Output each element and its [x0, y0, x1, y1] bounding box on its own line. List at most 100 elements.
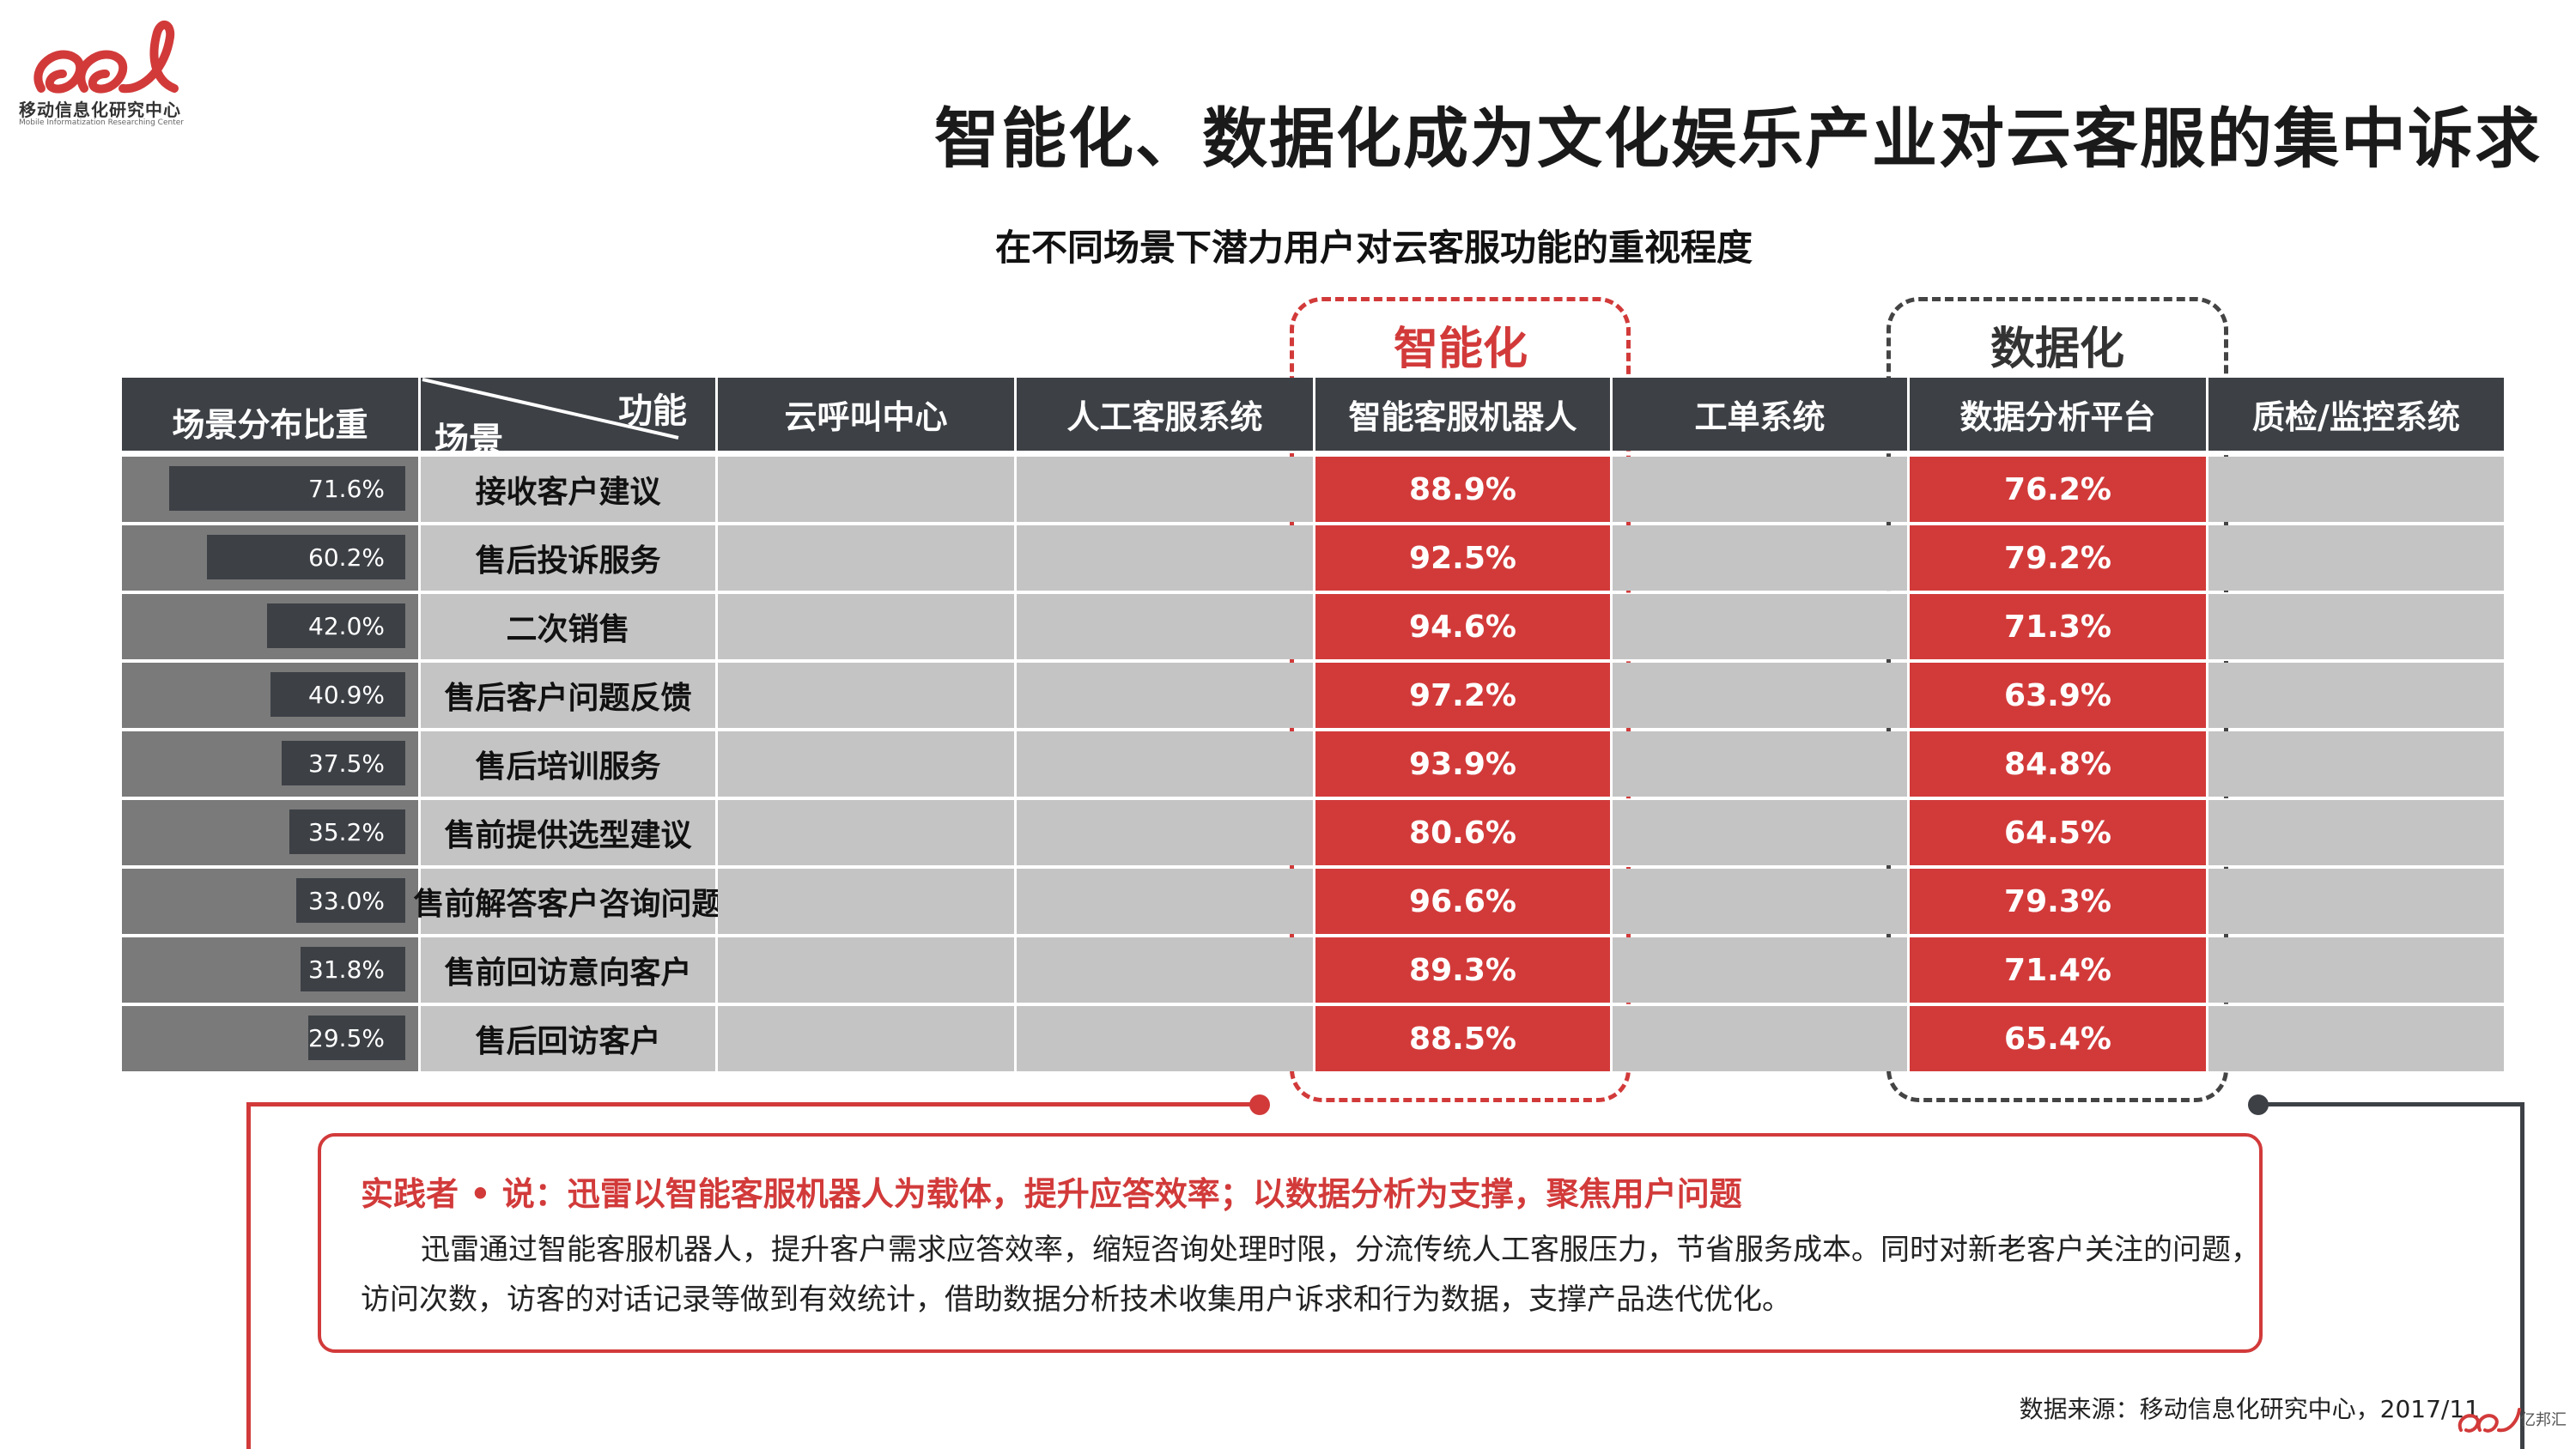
- weight-label: 33.0%: [308, 886, 385, 915]
- analytics-value: 79.2%: [1910, 525, 2206, 591]
- scene-cell: 售后投诉服务: [421, 525, 715, 591]
- weight-label: 60.2%: [308, 543, 385, 572]
- weight-bar: 33.0%: [296, 878, 405, 923]
- empty-cell: [1613, 937, 1907, 1003]
- empty-cell: [718, 457, 1014, 522]
- empty-cell: [2208, 869, 2504, 934]
- empty-cell: [1017, 663, 1313, 728]
- analytics-value: 64.5%: [1910, 800, 2206, 865]
- analytics-value: 71.3%: [1910, 594, 2206, 659]
- scene-cell: 售后客户问题反馈: [421, 663, 715, 728]
- empty-cell: [2208, 731, 2504, 797]
- data-connector-dot: [2248, 1094, 2269, 1115]
- smart-connector-dot: [1249, 1094, 1270, 1115]
- analytics-value: 63.9%: [1910, 663, 2206, 728]
- logo-subtitle: Mobile Informatization Researching Cente…: [19, 118, 184, 127]
- empty-cell: [1017, 869, 1313, 934]
- smart-bot-value: 92.5%: [1315, 525, 1610, 591]
- header-col-ticket-system: 工单系统: [1613, 378, 1907, 451]
- scene-cell: 售后回访客户: [421, 1006, 715, 1071]
- corner-diagonal: [422, 378, 679, 440]
- smart-bot-value: 97.2%: [1315, 663, 1610, 728]
- empty-cell: [718, 594, 1014, 659]
- weight-label: 40.9%: [308, 680, 385, 709]
- empty-cell: [1017, 800, 1313, 865]
- smart-bot-value: 94.6%: [1315, 594, 1610, 659]
- weight-cell: 60.2%: [122, 525, 418, 591]
- smart-bot-value: 88.9%: [1315, 457, 1610, 522]
- analytics-value: 76.2%: [1910, 457, 2206, 522]
- watermark-logo-icon: [2458, 1408, 2521, 1433]
- weight-label: 37.5%: [308, 749, 385, 778]
- weight-bar: 71.6%: [169, 466, 405, 511]
- weight-label: 31.8%: [308, 955, 385, 984]
- empty-cell: [2208, 457, 2504, 522]
- empty-cell: [1613, 663, 1907, 728]
- weight-label: 71.6%: [308, 474, 385, 503]
- empty-cell: [718, 937, 1014, 1003]
- smart-bot-value: 88.5%: [1315, 1006, 1610, 1071]
- analytics-value: 79.3%: [1910, 869, 2206, 934]
- empty-cell: [1613, 800, 1907, 865]
- smart-connector-drop: [246, 1102, 251, 1449]
- weight-cell: 71.6%: [122, 457, 418, 522]
- weight-cell: 29.5%: [122, 1006, 418, 1071]
- analytics-value: 71.4%: [1910, 937, 2206, 1003]
- smart-bot-value: 96.6%: [1315, 869, 1610, 934]
- weight-cell: 35.2%: [122, 800, 418, 865]
- empty-cell: [2208, 525, 2504, 591]
- empty-cell: [1017, 457, 1313, 522]
- header-col-smart-bot: 智能客服机器人: [1315, 378, 1610, 451]
- data-connector-line: [2258, 1102, 2524, 1106]
- header-corner: 功能 场景: [421, 378, 715, 460]
- scene-cell: 售前解答客户咨询问题: [414, 869, 723, 934]
- empty-cell: [718, 800, 1014, 865]
- weight-cell: 33.0%: [122, 869, 418, 934]
- weight-bar: 31.8%: [301, 947, 405, 991]
- empty-cell: [718, 525, 1014, 591]
- smart-bot-value: 80.6%: [1315, 800, 1610, 865]
- empty-cell: [1017, 731, 1313, 797]
- page-title: 智能化、数据化成为文化娱乐产业对云客服的集中诉求: [934, 100, 2542, 177]
- empty-cell: [2208, 663, 2504, 728]
- data-group-label: 数据化: [1967, 312, 2148, 377]
- empty-cell: [718, 731, 1014, 797]
- empty-cell: [1017, 525, 1313, 591]
- scene-cell: 二次销售: [421, 594, 715, 659]
- analytics-value: 84.8%: [1910, 731, 2206, 797]
- empty-cell: [2208, 1006, 2504, 1071]
- empty-cell: [2208, 800, 2504, 865]
- scene-cell: 售后培训服务: [421, 731, 715, 797]
- header-weight-label: 场景分布比重: [172, 406, 368, 444]
- weight-bar: 37.5%: [282, 741, 405, 785]
- logo-icon: [33, 21, 179, 94]
- empty-cell: [1613, 525, 1907, 591]
- empty-cell: [2208, 937, 2504, 1003]
- data-connector-drop: [2520, 1102, 2524, 1449]
- weight-label: 29.5%: [308, 1023, 385, 1052]
- empty-cell: [2208, 594, 2504, 659]
- callout-title: 实践者 • 说：迅雷以智能客服机器人为载体，提升应答效率；以数据分析为支撑，聚焦…: [361, 1175, 1742, 1213]
- empty-cell: [1613, 594, 1907, 659]
- header-corner-function: 功能: [618, 391, 687, 431]
- weight-cell: 31.8%: [122, 937, 418, 1003]
- callout-text-line-2: 访问次数，访客的对话记录等做到有效统计，借助数据分析技术收集用户诉求和行为数据，…: [361, 1282, 1791, 1317]
- analytics-value: 65.4%: [1910, 1006, 2206, 1071]
- table-title: 在不同场景下潜力用户对云客服功能的重视程度: [994, 227, 1753, 269]
- empty-cell: [718, 869, 1014, 934]
- header-corner-scene: 场景: [434, 421, 503, 460]
- weight-cell: 42.0%: [122, 594, 418, 659]
- logo-name: 移动信息化研究中心: [19, 100, 181, 120]
- smart-connector-line: [246, 1102, 1260, 1106]
- practitioner-callout: [318, 1133, 2263, 1353]
- empty-cell: [1017, 937, 1313, 1003]
- empty-cell: [718, 1006, 1014, 1071]
- header-col-manual-service: 人工客服系统: [1017, 378, 1313, 451]
- weight-bar: 42.0%: [267, 603, 405, 648]
- watermark-text: 亿邦汇: [2520, 1411, 2567, 1429]
- header-col-call-center: 云呼叫中心: [718, 378, 1014, 451]
- smart-bot-value: 89.3%: [1315, 937, 1610, 1003]
- weight-bar: 40.9%: [270, 672, 405, 717]
- empty-cell: [1613, 1006, 1907, 1071]
- header-weight: 场景分布比重: [122, 378, 418, 451]
